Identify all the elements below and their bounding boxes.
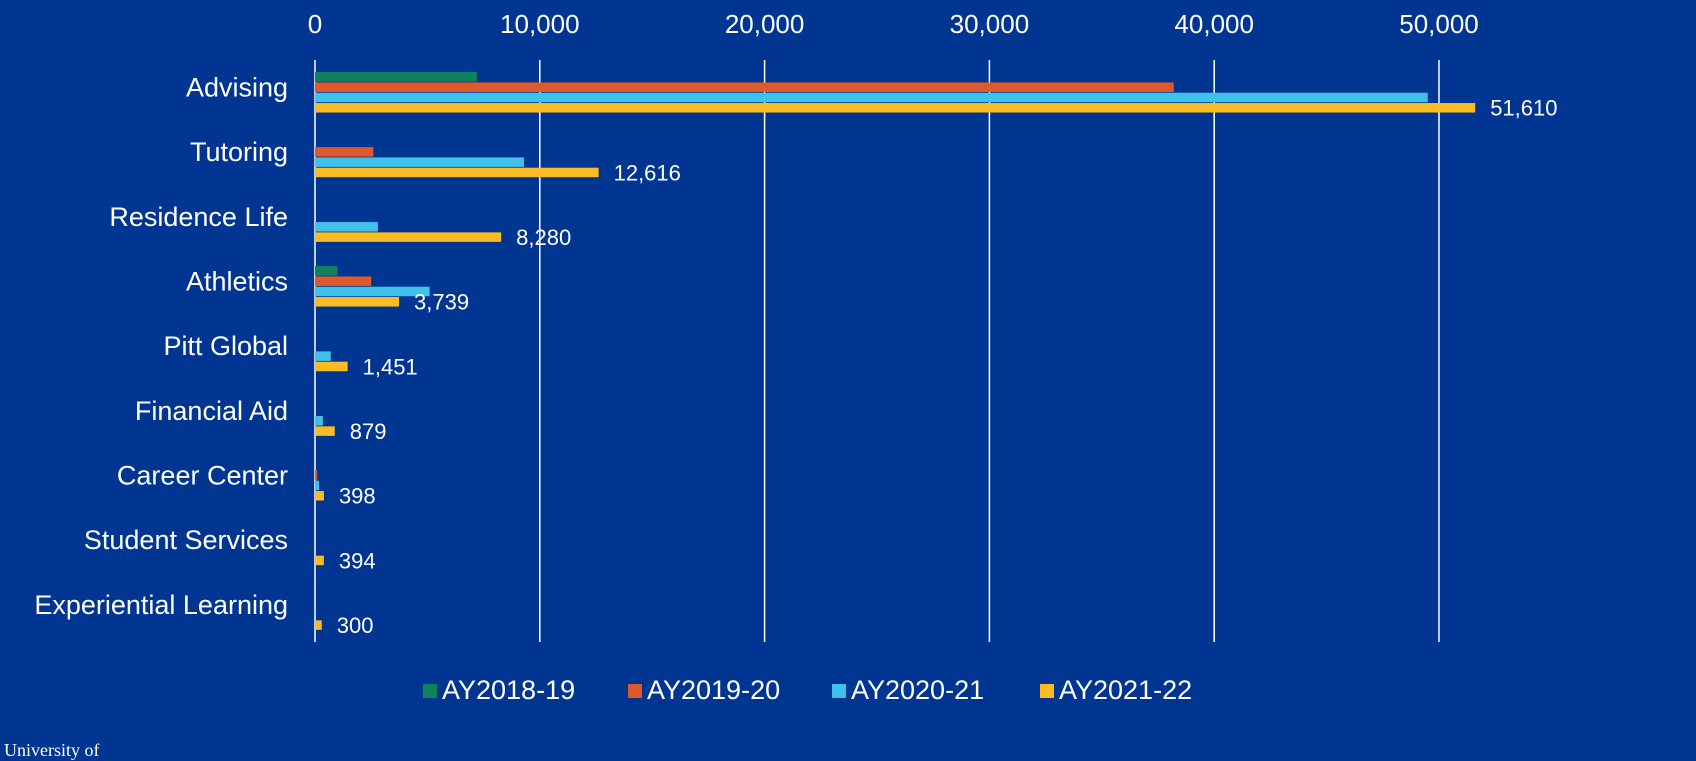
x-tick-label: 10,000 <box>500 9 580 39</box>
y-tick-label: Financial Aid <box>135 396 288 426</box>
data-label: 879 <box>350 419 387 444</box>
bar <box>315 157 525 167</box>
bar <box>315 491 324 501</box>
data-label: 394 <box>339 548 376 573</box>
bar <box>315 480 320 491</box>
bar <box>315 82 1174 92</box>
y-tick-label: Tutoring <box>190 137 288 167</box>
data-label: 300 <box>337 613 374 638</box>
bar <box>315 72 477 82</box>
bar <box>315 232 502 242</box>
x-tick-label: 40,000 <box>1174 9 1254 39</box>
legend-label: AY2019-20 <box>647 675 780 705</box>
bar <box>315 276 372 286</box>
data-label: 51,610 <box>1490 96 1557 121</box>
legend-label: AY2021-22 <box>1059 675 1192 705</box>
legend-swatch <box>1040 684 1054 698</box>
bar <box>315 297 400 307</box>
bar <box>315 351 331 361</box>
legend-swatch <box>832 684 846 698</box>
data-label: 12,616 <box>614 160 681 185</box>
data-label: 8,280 <box>516 225 571 250</box>
y-tick-label: Residence Life <box>109 202 288 232</box>
data-label: 3,739 <box>414 290 469 315</box>
bar <box>315 470 318 480</box>
bar <box>315 266 338 276</box>
y-tick-label: Pitt Global <box>163 331 288 361</box>
legend-label: AY2020-21 <box>851 675 984 705</box>
y-tick-label: Athletics <box>186 266 288 296</box>
y-tick-label: Advising <box>186 72 288 102</box>
bar <box>315 147 374 157</box>
y-tick-label: Student Services <box>84 525 288 555</box>
bar <box>315 426 335 436</box>
bar <box>315 167 599 178</box>
bar <box>315 416 323 426</box>
data-label: 1,451 <box>363 354 418 379</box>
x-tick-label: 50,000 <box>1399 9 1479 39</box>
y-tick-label: Career Center <box>117 460 288 490</box>
bar <box>315 361 348 372</box>
bar <box>315 286 430 297</box>
legend-swatch <box>423 684 437 698</box>
legend-label: AY2018-19 <box>442 675 575 705</box>
legend-swatch <box>628 684 642 698</box>
y-tick-label: Experiential Learning <box>34 590 288 620</box>
data-label: 398 <box>339 484 376 509</box>
bar <box>315 222 378 232</box>
bar <box>315 555 324 566</box>
logo-text: University of <box>4 740 99 760</box>
x-tick-label: 0 <box>308 9 322 39</box>
bar <box>315 620 322 630</box>
bar <box>315 92 1428 103</box>
bar <box>315 103 1476 113</box>
x-tick-label: 30,000 <box>950 9 1030 39</box>
x-tick-label: 20,000 <box>725 9 805 39</box>
